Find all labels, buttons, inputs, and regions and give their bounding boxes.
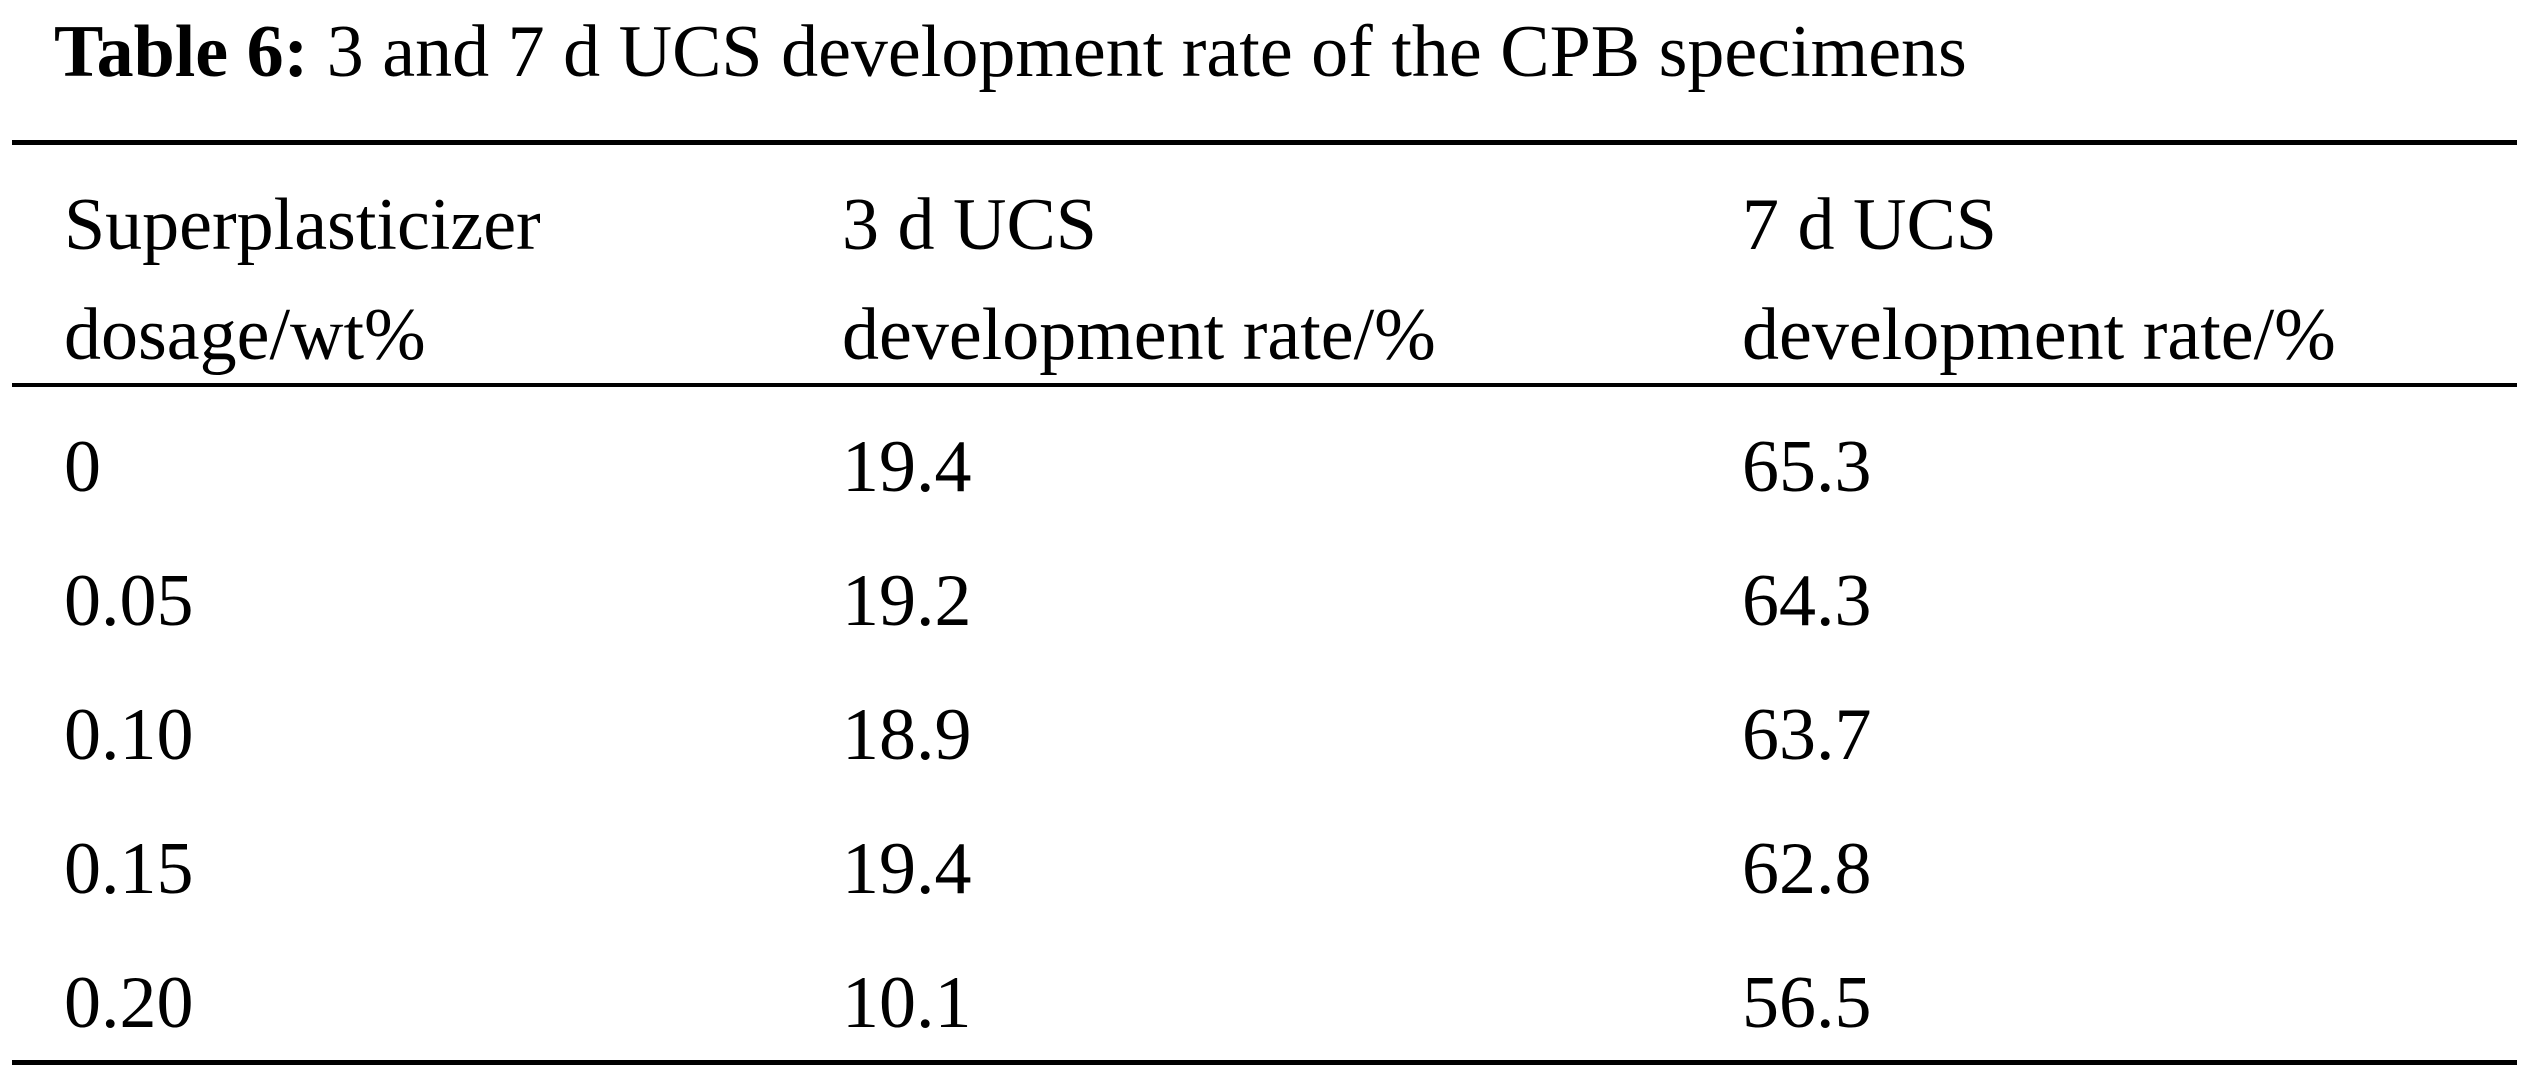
header-ucs-7d-line2: development rate/% bbox=[1742, 294, 2336, 376]
cell-dosage: 0.20 bbox=[64, 962, 194, 1044]
cell-ucs-3d: 19.4 bbox=[842, 828, 972, 910]
table-caption-text: 3 and 7 d UCS development rate of the CP… bbox=[326, 11, 1967, 93]
header-ucs-3d-line1: 3 d UCS bbox=[842, 184, 1097, 266]
cell-ucs-3d: 18.9 bbox=[842, 694, 972, 776]
cell-ucs-3d: 10.1 bbox=[842, 962, 972, 1044]
cell-ucs-7d: 65.3 bbox=[1742, 426, 1872, 508]
table-header-rule bbox=[12, 383, 2517, 387]
cell-dosage: 0 bbox=[64, 426, 101, 508]
table-bottom-rule bbox=[12, 1060, 2517, 1065]
table-caption-label: Table 6: bbox=[54, 11, 309, 93]
header-dosage-line1: Superplasticizer bbox=[64, 184, 541, 266]
table-caption: Table 6: 3 and 7 d UCS development rate … bbox=[54, 2, 1967, 102]
cell-dosage: 0.05 bbox=[64, 560, 194, 642]
cell-dosage: 0.15 bbox=[64, 828, 194, 910]
cell-ucs-3d: 19.4 bbox=[842, 426, 972, 508]
header-ucs-7d-line1: 7 d UCS bbox=[1742, 184, 1997, 266]
cell-ucs-7d: 56.5 bbox=[1742, 962, 1872, 1044]
cell-ucs-7d: 62.8 bbox=[1742, 828, 1872, 910]
cell-ucs-7d: 64.3 bbox=[1742, 560, 1872, 642]
table-top-rule bbox=[12, 140, 2517, 145]
header-dosage-line2: dosage/wt% bbox=[64, 294, 426, 376]
cell-ucs-3d: 19.2 bbox=[842, 560, 972, 642]
cell-dosage: 0.10 bbox=[64, 694, 194, 776]
header-ucs-3d-line2: development rate/% bbox=[842, 294, 1436, 376]
cell-ucs-7d: 63.7 bbox=[1742, 694, 1872, 776]
